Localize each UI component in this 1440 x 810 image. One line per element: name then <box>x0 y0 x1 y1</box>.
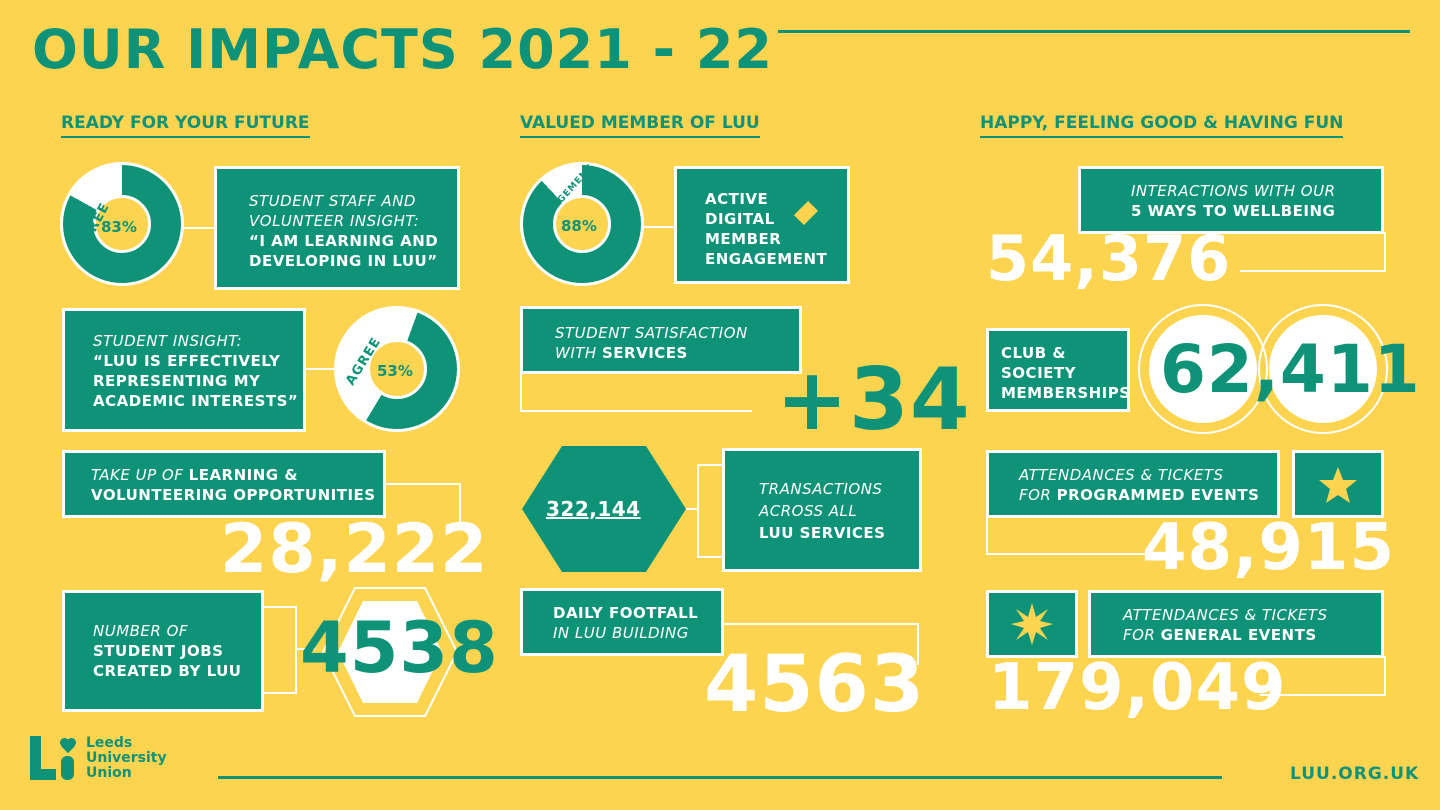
stat-student-jobs: 4538 <box>300 607 499 689</box>
connector <box>1240 232 1386 272</box>
footer-rule <box>218 776 1222 779</box>
connector <box>1260 656 1386 696</box>
box-text: 5 WAYS TO WELLBEING <box>1131 202 1336 220</box>
connector <box>697 464 727 558</box>
connector <box>986 517 1158 555</box>
box-text: ACADEMIC INTERESTS” <box>93 392 299 410</box>
connector <box>183 227 217 229</box>
box-text: NUMBER OF <box>93 622 189 640</box>
stat-footfall: 4563 <box>704 640 926 730</box>
box-text: CREATED BY LUU <box>93 662 242 680</box>
circle-outline <box>1258 304 1388 434</box>
box-text: SERVICES <box>601 344 688 362</box>
box-text: STUDENT SATISFACTION <box>555 324 748 342</box>
luu-logo <box>30 736 80 780</box>
agree-percent: 53% <box>377 362 413 380</box>
sunburst-icon <box>1011 603 1053 645</box>
hexagon-shape <box>522 446 686 572</box>
hexagon-shape <box>321 587 459 717</box>
logo-line: Union <box>86 765 132 781</box>
box-text: GENERAL EVENTS <box>1160 626 1317 644</box>
box-text: ENGAGEMENT <box>705 250 828 268</box>
box-text: ATTENDANCES & TICKETS <box>1019 466 1224 484</box>
volunteering-box: TAKE UP OF LEARNING & VOLUNTEERING OPPOR… <box>62 450 386 518</box>
satisfaction-box: STUDENT SATISFACTION WITH SERVICES <box>520 306 802 374</box>
box-text: SOCIETY <box>1001 364 1076 382</box>
box-text: STUDENT STAFF AND <box>249 192 416 210</box>
stat-programmed-events: 48,915 <box>1142 511 1395 585</box>
box-text: MEMBERSHIPS <box>1001 384 1131 402</box>
box-text: IN LUU BUILDING <box>553 624 689 642</box>
connector <box>295 648 315 650</box>
box-text: “I AM LEARNING AND <box>249 232 439 250</box>
box-text: TRANSACTIONS <box>759 480 883 498</box>
logo-text: Leeds University Union <box>86 736 167 781</box>
connector <box>385 483 461 525</box>
page-title: OUR IMPACTS 2021 - 22 <box>32 18 773 81</box>
box-text: FOR <box>1019 486 1052 504</box>
box-text: VOLUNTEER INSIGHT: <box>249 212 420 230</box>
connector <box>263 606 297 694</box>
digital-engagement-box: ACTIVE DIGITAL MEMBER ENGAGEMENT <box>674 166 850 284</box>
box-text: DAILY FOOTFALL <box>553 604 699 622</box>
stat-general-events: 179,049 <box>988 651 1287 725</box>
box-text: FOR <box>1123 626 1156 644</box>
transactions-box: TRANSACTIONS ACROSS ALL LUU SERVICES <box>722 448 922 572</box>
connector <box>643 226 677 228</box>
engagement-donut-88: 88% ENGAGEMENT <box>520 162 644 286</box>
box-text: DEVELOPING IN LUU” <box>249 252 438 270</box>
box-text: WITH <box>555 344 597 362</box>
connector <box>686 508 698 510</box>
general-events-box: ATTENDANCES & TICKETS FOR GENERAL EVENTS <box>1088 590 1384 658</box>
box-text: CLUB & <box>1001 344 1066 362</box>
academic-interests-box: STUDENT INSIGHT: “LUU IS EFFECTIVELY REP… <box>62 308 306 432</box>
box-text: VOLUNTEERING OPPORTUNITIES <box>91 486 376 504</box>
box-text: PROGRAMMED EVENTS <box>1056 486 1260 504</box>
box-text: DIGITAL <box>705 210 775 228</box>
logo-line: University <box>86 750 167 766</box>
logo-line: Leeds <box>86 735 133 751</box>
wellbeing-box: INTERACTIONS WITH OUR 5 WAYS TO WELLBEIN… <box>1078 166 1384 234</box>
connector <box>305 368 337 370</box>
engagement-percent: 88% <box>561 217 597 235</box>
box-text: “LUU IS EFFECTIVELY <box>93 352 281 370</box>
agree-donut-53: 53% AGREE <box>334 306 460 432</box>
box-text: ACROSS ALL <box>759 502 858 520</box>
connector <box>520 372 752 412</box>
footfall-box: DAILY FOOTFALL IN LUU BUILDING <box>520 588 724 656</box>
programmed-events-box: ATTENDANCES & TICKETS FOR PROGRAMMED EVE… <box>986 450 1280 518</box>
memberships-box: CLUB & SOCIETY MEMBERSHIPS <box>986 328 1130 412</box>
box-text: TAKE UP OF <box>91 466 184 484</box>
section-title-happy: HAPPY, FEELING GOOD & HAVING FUN <box>980 113 1344 138</box>
agree-donut-83: 83% AGREE <box>60 162 184 286</box>
box-text: ATTENDANCES & TICKETS <box>1123 606 1328 624</box>
stat-volunteering: 28,222 <box>220 510 489 589</box>
agree-percent: 83% <box>101 218 137 236</box>
box-text: STUDENT INSIGHT: <box>93 332 243 350</box>
website-link[interactable]: LUU.ORG.UK <box>1290 764 1420 784</box>
box-text: LUU SERVICES <box>759 524 886 542</box>
connector <box>723 623 919 665</box>
star-icon <box>1319 467 1357 503</box>
section-title-ready: READY FOR YOUR FUTURE <box>61 113 310 138</box>
section-title-valued: VALUED MEMBER OF LUU <box>520 113 760 138</box>
box-text: MEMBER <box>705 230 782 248</box>
box-text: STUDENT JOBS <box>93 642 224 660</box>
box-text: REPRESENTING MY <box>93 372 261 390</box>
student-jobs-box: NUMBER OF STUDENT JOBS CREATED BY LUU <box>62 590 264 712</box>
stat-transactions: 322,144 <box>546 497 641 521</box>
learning-developing-box: STUDENT STAFF AND VOLUNTEER INSIGHT: “I … <box>214 166 460 290</box>
title-rule <box>778 30 1410 33</box>
box-text: ACTIVE <box>705 190 769 208</box>
stat-memberships: 62,411 <box>1160 331 1421 408</box>
box-text: INTERACTIONS WITH OUR <box>1131 182 1336 200</box>
box-text: LEARNING & <box>188 466 298 484</box>
stat-satisfaction: +34 <box>776 350 971 450</box>
stat-wellbeing: 54,376 <box>986 222 1232 295</box>
